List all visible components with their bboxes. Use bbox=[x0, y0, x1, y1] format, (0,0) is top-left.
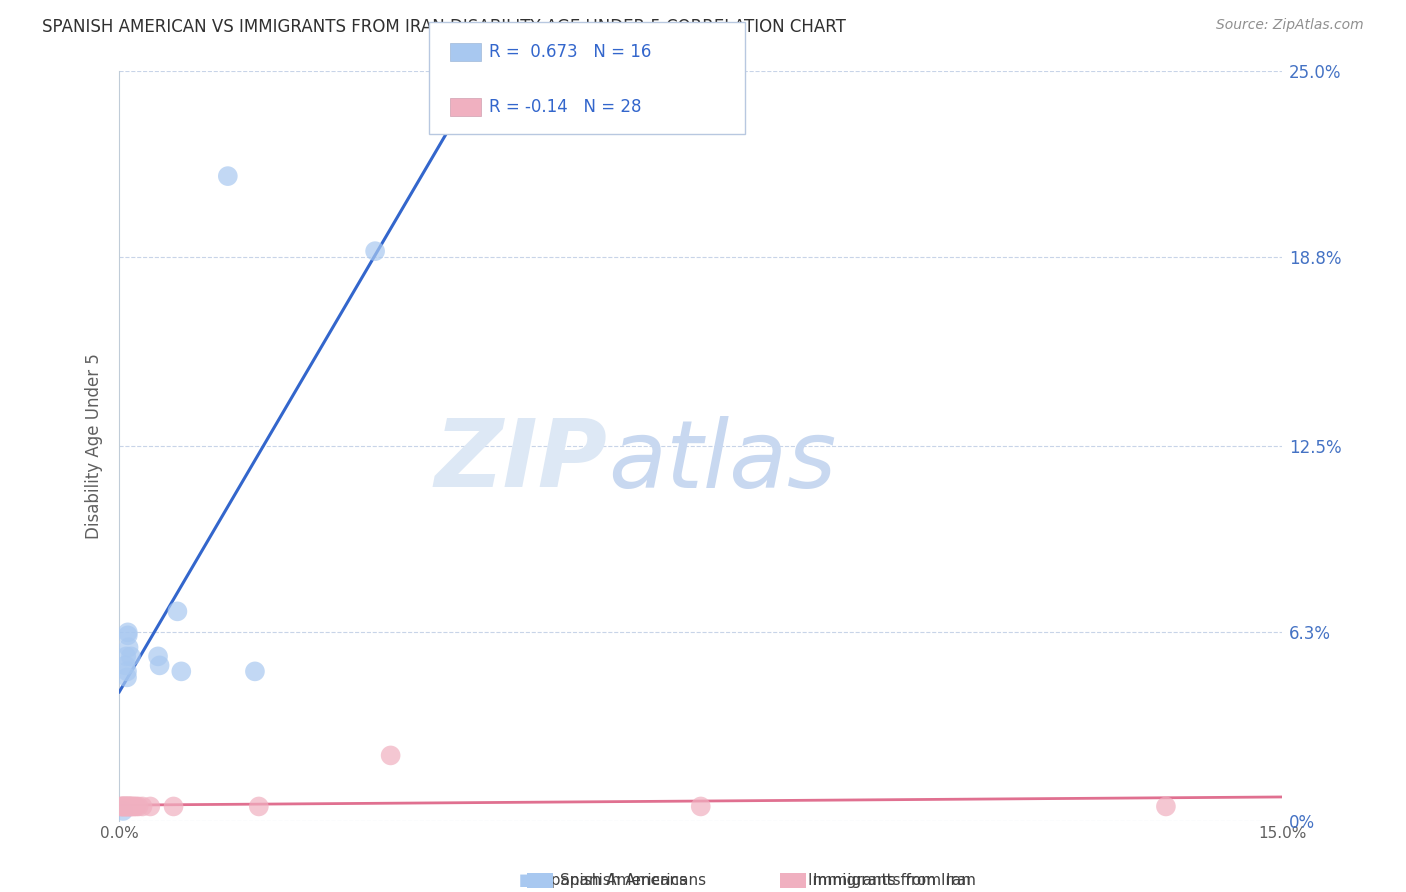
Point bbox=[120, 799, 142, 814]
Point bbox=[128, 799, 150, 814]
Point bbox=[112, 799, 135, 814]
Point bbox=[243, 665, 266, 679]
Text: Spanish Americans: Spanish Americans bbox=[541, 873, 688, 888]
Point bbox=[115, 799, 138, 814]
Text: atlas: atlas bbox=[607, 416, 837, 507]
Point bbox=[115, 649, 138, 664]
Point bbox=[146, 649, 169, 664]
Text: Immigrants from Iran: Immigrants from Iran bbox=[813, 873, 976, 888]
Point bbox=[110, 799, 132, 814]
Point bbox=[114, 658, 136, 673]
Text: Spanish Americans: Spanish Americans bbox=[560, 873, 706, 888]
Point bbox=[114, 799, 136, 814]
Point bbox=[115, 665, 138, 679]
Point bbox=[112, 799, 135, 814]
Point bbox=[124, 799, 146, 814]
Point bbox=[689, 799, 711, 814]
Point bbox=[170, 665, 193, 679]
Point bbox=[247, 799, 270, 814]
Point bbox=[115, 799, 138, 814]
Point bbox=[364, 244, 387, 259]
Point bbox=[162, 799, 184, 814]
Point bbox=[120, 649, 142, 664]
Point bbox=[117, 628, 139, 642]
Point bbox=[380, 748, 402, 763]
Point bbox=[1154, 799, 1177, 814]
Point bbox=[122, 799, 145, 814]
Point bbox=[112, 804, 135, 818]
Point bbox=[121, 799, 143, 814]
Y-axis label: Disability Age Under 5: Disability Age Under 5 bbox=[86, 353, 103, 539]
Point bbox=[115, 670, 138, 684]
Text: ▪: ▪ bbox=[517, 869, 534, 892]
Text: R = -0.14   N = 28: R = -0.14 N = 28 bbox=[489, 98, 641, 116]
Point bbox=[217, 169, 239, 183]
Point bbox=[114, 799, 136, 814]
Point bbox=[149, 658, 172, 673]
Text: ZIP: ZIP bbox=[434, 416, 607, 508]
Point bbox=[117, 640, 139, 655]
Text: SPANISH AMERICAN VS IMMIGRANTS FROM IRAN DISABILITY AGE UNDER 5 CORRELATION CHAR: SPANISH AMERICAN VS IMMIGRANTS FROM IRAN… bbox=[42, 18, 846, 36]
Text: ▪: ▪ bbox=[785, 869, 801, 892]
Point bbox=[139, 799, 162, 814]
Point bbox=[120, 799, 142, 814]
Point bbox=[111, 799, 134, 814]
Point bbox=[117, 799, 139, 814]
Point bbox=[118, 799, 141, 814]
Point bbox=[117, 799, 139, 814]
Point bbox=[131, 799, 153, 814]
Point bbox=[166, 604, 188, 618]
Text: Immigrants from Iran: Immigrants from Iran bbox=[808, 873, 972, 888]
Point bbox=[125, 799, 148, 814]
Point bbox=[117, 625, 139, 640]
Text: Source: ZipAtlas.com: Source: ZipAtlas.com bbox=[1216, 18, 1364, 32]
Text: R =  0.673   N = 16: R = 0.673 N = 16 bbox=[489, 43, 651, 61]
Point bbox=[110, 799, 132, 814]
